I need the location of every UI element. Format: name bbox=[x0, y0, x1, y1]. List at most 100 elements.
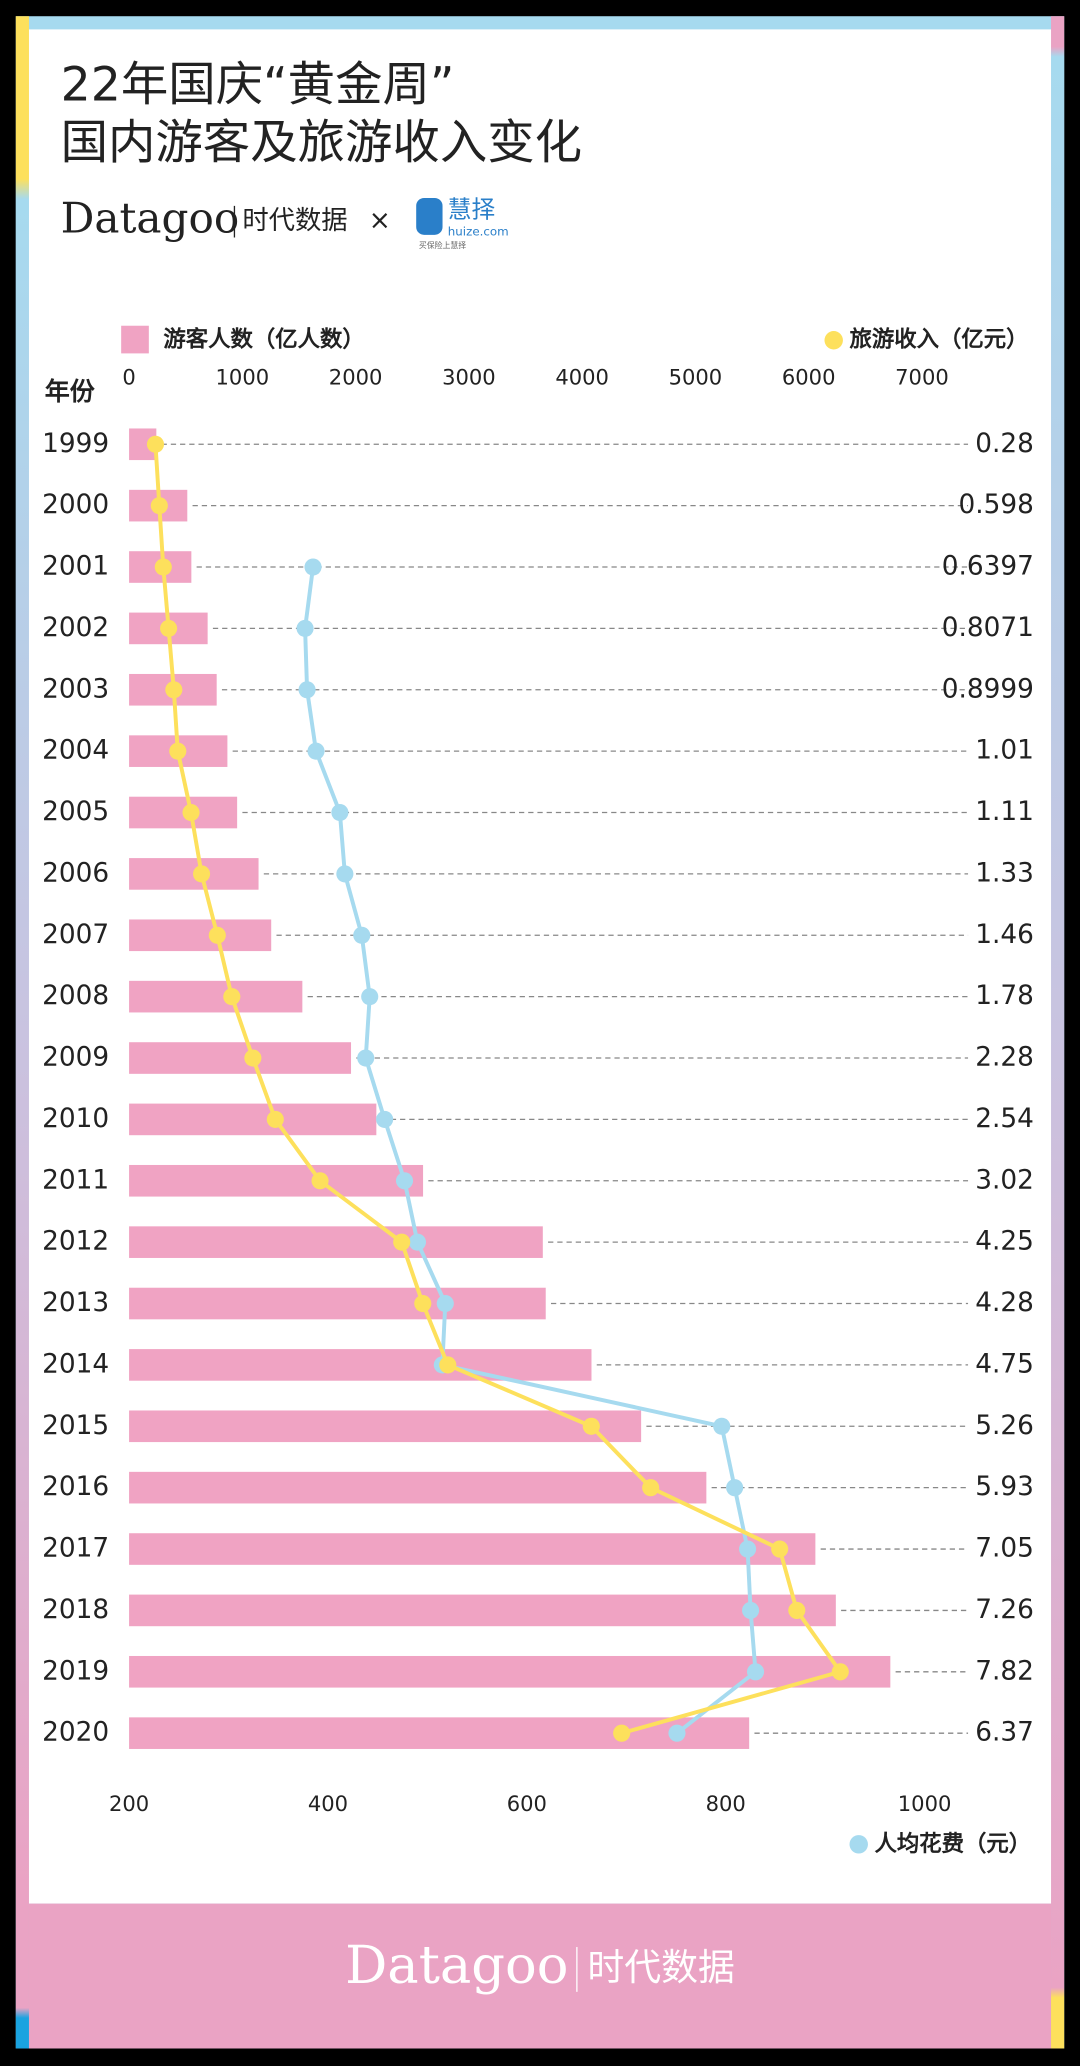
bar bbox=[129, 1717, 750, 1749]
category-label: 2012 bbox=[42, 1227, 109, 1257]
point bbox=[746, 1663, 765, 1681]
line bbox=[303, 566, 758, 1735]
point bbox=[331, 803, 349, 822]
point bbox=[436, 1294, 454, 1313]
point bbox=[613, 1724, 631, 1742]
times: × bbox=[369, 206, 391, 236]
point bbox=[376, 1110, 394, 1128]
point bbox=[414, 1294, 432, 1313]
bar bbox=[129, 919, 272, 952]
partner-url: huize.com bbox=[448, 225, 509, 239]
category-label: 2000 bbox=[42, 490, 109, 520]
value-label: 7.26 bbox=[975, 1595, 1034, 1625]
point bbox=[739, 1540, 757, 1558]
bar bbox=[129, 980, 303, 1013]
legend-swatch bbox=[849, 1835, 868, 1854]
legend-label: 人均花费（元） bbox=[875, 1830, 1032, 1857]
value-label: 0.8999 bbox=[942, 674, 1034, 704]
point bbox=[165, 681, 183, 699]
footer-brand: Datagoo bbox=[345, 1935, 568, 1996]
point bbox=[266, 1110, 284, 1128]
category-label: 2015 bbox=[42, 1411, 109, 1441]
value-label: 1.33 bbox=[975, 858, 1034, 888]
category-label: 2011 bbox=[42, 1165, 109, 1195]
value-label: 4.75 bbox=[975, 1349, 1034, 1379]
bar bbox=[129, 1164, 424, 1197]
value-label: 1.78 bbox=[975, 981, 1034, 1011]
category-label: 2001 bbox=[42, 552, 109, 582]
value-label: 1.46 bbox=[975, 920, 1034, 950]
point bbox=[150, 497, 168, 515]
bottom-tick-label: 1000 bbox=[898, 1791, 952, 1816]
category-label: 2009 bbox=[42, 1043, 109, 1073]
top-tick-label: 1000 bbox=[216, 364, 270, 389]
legend-label: 旅游收入（亿元） bbox=[850, 326, 1029, 353]
value-label: 2.54 bbox=[975, 1104, 1034, 1134]
top-tick-label: 3000 bbox=[442, 364, 496, 389]
point bbox=[831, 1663, 849, 1681]
point bbox=[244, 1049, 262, 1067]
bar bbox=[129, 1471, 707, 1504]
category-label: 2004 bbox=[42, 736, 109, 766]
value-label: 5.93 bbox=[975, 1472, 1034, 1502]
bottom-tick-label: 600 bbox=[507, 1791, 547, 1816]
point bbox=[311, 1172, 329, 1190]
category-label: 1999 bbox=[42, 429, 109, 459]
point bbox=[393, 1233, 411, 1251]
legend-swatch bbox=[121, 325, 149, 354]
category-label: 2002 bbox=[42, 613, 109, 643]
category-label: 2006 bbox=[42, 858, 109, 888]
point bbox=[642, 1479, 660, 1497]
category-label: 2008 bbox=[42, 981, 109, 1011]
category-label: 年份 bbox=[45, 377, 95, 406]
point bbox=[307, 742, 325, 760]
partner-logo bbox=[416, 197, 443, 235]
category-label: 2007 bbox=[42, 920, 109, 950]
category-label: 2014 bbox=[42, 1349, 109, 1379]
top-tick-label: 7000 bbox=[895, 364, 949, 389]
footer bbox=[28, 1903, 1052, 2049]
point bbox=[668, 1724, 686, 1742]
point bbox=[582, 1417, 600, 1435]
point bbox=[298, 681, 316, 699]
top-tick-label: 2000 bbox=[329, 364, 383, 389]
bar bbox=[129, 1410, 642, 1443]
category-label: 2016 bbox=[42, 1472, 109, 1502]
title: 22年国庆“黄金周” bbox=[61, 57, 455, 112]
point bbox=[169, 742, 187, 760]
category-label: 2017 bbox=[42, 1534, 109, 1564]
point bbox=[160, 619, 178, 637]
point bbox=[304, 558, 322, 576]
point bbox=[146, 435, 165, 453]
bar bbox=[129, 1655, 891, 1688]
point bbox=[408, 1233, 427, 1251]
point bbox=[336, 865, 354, 883]
category-label: 2003 bbox=[42, 674, 109, 704]
top-tick-label: 6000 bbox=[782, 364, 836, 389]
value-label: 0.6397 bbox=[942, 552, 1034, 582]
point bbox=[395, 1172, 414, 1190]
point bbox=[439, 1356, 457, 1374]
point bbox=[353, 926, 371, 944]
point bbox=[296, 619, 314, 637]
point bbox=[223, 988, 241, 1006]
point bbox=[208, 926, 226, 944]
value-label: 2.28 bbox=[975, 1043, 1034, 1073]
point bbox=[154, 558, 172, 576]
footer-brand-cn: 时代数据 bbox=[587, 1946, 734, 1989]
value-label: 0.28 bbox=[975, 429, 1034, 459]
value-label: 4.28 bbox=[975, 1288, 1034, 1318]
bar bbox=[129, 1533, 816, 1565]
value-label: 0.8071 bbox=[942, 613, 1034, 643]
category-label: 2005 bbox=[42, 797, 109, 827]
top-tick-label: 5000 bbox=[669, 364, 723, 389]
legend-label: 游客人数（亿人数） bbox=[163, 326, 364, 353]
top-tick-label: 4000 bbox=[555, 364, 609, 389]
bar bbox=[129, 1103, 377, 1136]
value-label: 7.05 bbox=[975, 1534, 1034, 1564]
bottom-tick-label: 400 bbox=[308, 1791, 348, 1816]
value-label: 1.11 bbox=[975, 797, 1034, 827]
bar bbox=[129, 1226, 543, 1258]
category-label: 2018 bbox=[42, 1595, 109, 1625]
